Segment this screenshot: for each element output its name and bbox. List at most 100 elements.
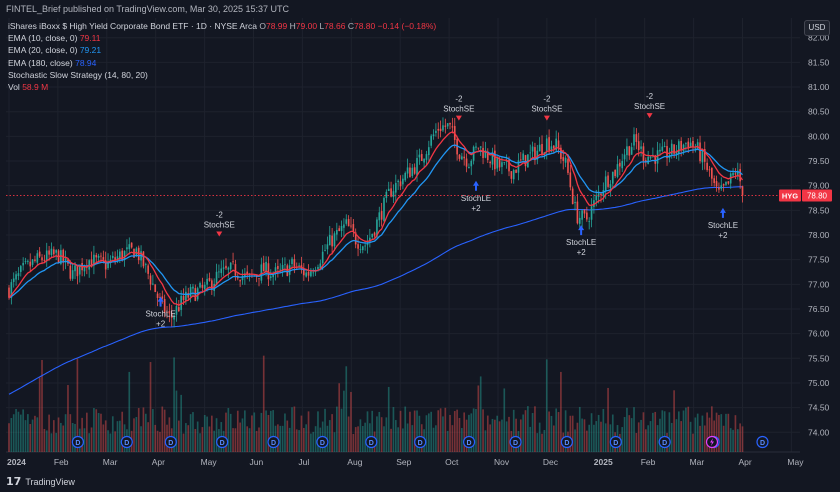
candle-body (161, 296, 164, 299)
candle-body (456, 138, 458, 155)
candle-body (177, 307, 180, 312)
dividend-marker: D (71, 435, 84, 449)
volume-bar (147, 422, 149, 452)
candle-body (121, 250, 124, 260)
candle-body (682, 144, 685, 152)
dividend-marker: D (365, 435, 378, 449)
candle-body (60, 250, 62, 264)
price-tick-label: 79.50 (808, 156, 830, 166)
volume-bar (477, 385, 480, 452)
volume-bar (399, 410, 402, 452)
legend-vol-row[interactable]: Vol 58.9 M (8, 81, 436, 93)
volume-bar (626, 407, 628, 452)
dividend-marker: D (164, 435, 177, 449)
volume-bar (22, 409, 24, 452)
candle-body (442, 125, 444, 131)
arrow-up-icon (157, 296, 164, 307)
volume-bar (722, 425, 725, 452)
ticker-tag: HYG (782, 192, 798, 201)
legend-ema10-row[interactable]: EMA (10, close, 0) 79.11 (8, 32, 436, 44)
volume-bar (668, 412, 671, 452)
candle-body (578, 217, 581, 224)
volume-bar (135, 417, 138, 452)
legend-instrument-row[interactable]: iShares iBoxx $ High Yield Corporate Bon… (8, 20, 436, 32)
candle-body (269, 276, 272, 278)
price-tick-label: 80.00 (808, 131, 830, 141)
ema-20-path (8, 144, 743, 299)
candle-body (647, 156, 649, 164)
candle-body (425, 154, 428, 160)
candle-body (524, 155, 527, 167)
volume-bar (251, 415, 253, 452)
volume-bar (378, 411, 381, 452)
volume-bar (336, 406, 338, 452)
candle-body (50, 248, 53, 256)
volume-bar (366, 411, 369, 452)
candle-body (159, 296, 161, 298)
volume-bar (732, 429, 734, 452)
tradingview-brand: TradingView (25, 477, 75, 487)
volume-bar (644, 429, 647, 452)
volume-bar (196, 421, 199, 452)
candle-body (291, 258, 293, 265)
candle-body (614, 170, 616, 177)
candle-body (552, 145, 555, 149)
tradingview-logo[interactable]: 𝟭𝟳 TradingView (6, 472, 75, 492)
candle-body (29, 261, 32, 267)
volume-bar (576, 422, 579, 452)
candle-body (187, 293, 190, 298)
volume-bar (300, 415, 303, 452)
volume-bar (246, 426, 249, 452)
volume-bar (71, 422, 74, 452)
volume-bar (159, 431, 161, 452)
volume-bar (505, 421, 508, 452)
volume-bar (57, 417, 60, 452)
volume-bar (456, 409, 458, 452)
candle-body (336, 230, 338, 235)
time-tick-label: Mar (103, 457, 118, 467)
currency-button[interactable]: USD (804, 20, 830, 36)
dividend-marker: D (560, 435, 573, 449)
volume-bar (515, 418, 517, 452)
candle-body (392, 191, 395, 197)
candle-body (284, 264, 286, 266)
legend-ema180-row[interactable]: EMA (180, close) 78.94 (8, 57, 436, 69)
candle-body (581, 210, 583, 220)
volume-bar (97, 413, 100, 452)
legend-ema20-row[interactable]: EMA (20, close, 0) 79.21 (8, 44, 436, 56)
candle-body (128, 244, 131, 250)
candle-body (328, 234, 331, 246)
candle-body (126, 247, 128, 250)
ema20-value: 79.21 (79, 45, 102, 56)
dividend-icon (365, 435, 378, 449)
dividend-icon (756, 435, 769, 449)
candle-body (432, 134, 435, 137)
dividend-label: D (418, 440, 423, 447)
candle-body (142, 251, 145, 267)
candle-body (36, 253, 39, 263)
volume-bar (29, 424, 32, 452)
volume-bar (27, 414, 29, 452)
volume-bar (253, 412, 256, 452)
volume-bar (654, 411, 657, 452)
time-tick-label: Feb (54, 457, 69, 467)
volume-bar (364, 422, 366, 452)
volume-bar (314, 426, 317, 452)
candle-body (416, 158, 418, 176)
candle-body (345, 219, 348, 224)
candle-body (366, 242, 369, 246)
legend-strategy-row[interactable]: Stochastic Slow Strategy (14, 80, 20) (8, 69, 436, 81)
candle-body (390, 188, 392, 197)
dividend-label: D (75, 440, 80, 447)
volume-bar (310, 433, 312, 452)
candle-body (461, 156, 463, 160)
volume-bar (402, 428, 404, 452)
candle-body (449, 122, 451, 125)
signal-qty: -2 (455, 95, 463, 104)
candle-body (404, 172, 407, 181)
candle-body (277, 266, 279, 269)
candle-body (34, 259, 36, 261)
volume-bar (331, 414, 333, 452)
